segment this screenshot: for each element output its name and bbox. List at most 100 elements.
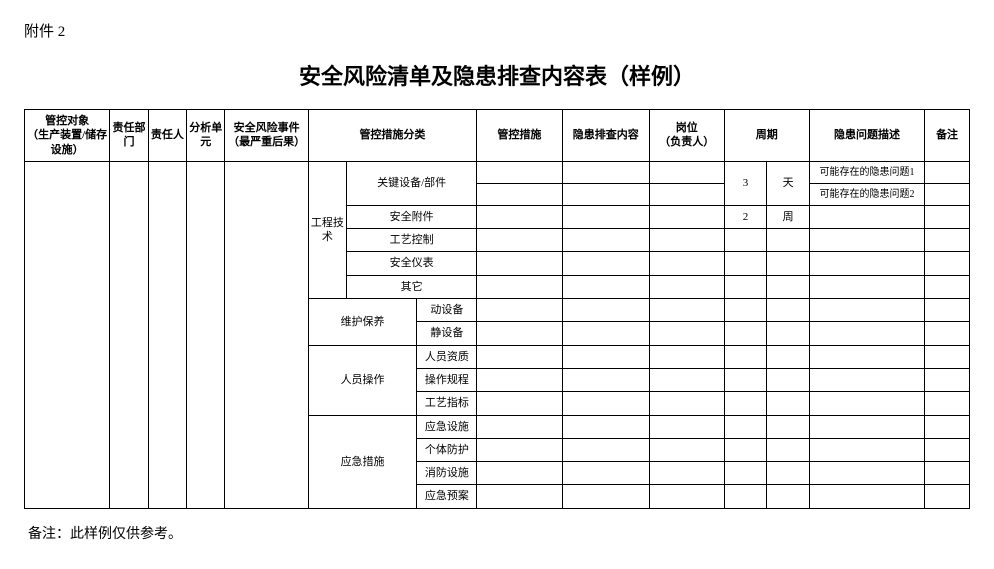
cell-issue1: 可能存在的隐患问题1 (809, 161, 924, 183)
cell (649, 485, 724, 508)
cell (477, 205, 562, 228)
cell (649, 392, 724, 415)
risk-table: 管控对象（生产装置/储存设施） 责任部门 责任人 分析单元 安全风险事件（最严重… (24, 109, 970, 509)
cell (767, 322, 810, 345)
th-dept: 责任部门 (110, 110, 148, 162)
cell (562, 322, 649, 345)
cell (477, 345, 562, 368)
cell (925, 322, 970, 345)
cell (767, 299, 810, 322)
cell-cat-maintenance: 维护保养 (308, 299, 417, 346)
cell-cat-engineering: 工程技术 (308, 161, 346, 298)
cell (809, 345, 924, 368)
cell (724, 229, 767, 252)
cell (562, 345, 649, 368)
cell (724, 299, 767, 322)
th-control-measure: 管控措施 (477, 110, 562, 162)
cell-cycle1-num: 3 (724, 161, 767, 205)
cell-sub-process-control: 工艺控制 (347, 229, 477, 252)
th-remark: 备注 (925, 110, 970, 162)
cell (925, 485, 970, 508)
cell (649, 438, 724, 461)
cell (649, 368, 724, 391)
cell (477, 462, 562, 485)
cell (767, 229, 810, 252)
cell (649, 161, 724, 183)
cell-sub-emergency-plan: 应急预案 (417, 485, 477, 508)
cell (649, 183, 724, 205)
cell (649, 205, 724, 228)
cell (724, 485, 767, 508)
cell (767, 275, 810, 298)
cell (562, 485, 649, 508)
cell (562, 275, 649, 298)
cell (649, 322, 724, 345)
cell (649, 462, 724, 485)
cell (925, 438, 970, 461)
cell (809, 485, 924, 508)
cell (562, 299, 649, 322)
cell (724, 275, 767, 298)
cell (724, 438, 767, 461)
th-risk-event: 安全风险事件（最严重后果） (225, 110, 308, 162)
cell (925, 299, 970, 322)
cell (649, 275, 724, 298)
cell (925, 392, 970, 415)
cell (477, 161, 562, 183)
cell (809, 252, 924, 275)
cell-cat-personnel: 人员操作 (308, 345, 417, 415)
cell (477, 229, 562, 252)
th-measure-class: 管控措施分类 (308, 110, 477, 162)
cell (925, 229, 970, 252)
cell (477, 392, 562, 415)
cell-sub-qualification: 人员资质 (417, 345, 477, 368)
cell-sub-emergency-facility: 应急设施 (417, 415, 477, 438)
cell (477, 438, 562, 461)
cell (809, 322, 924, 345)
cell-sub-safety-attach: 安全附件 (347, 205, 477, 228)
cell (649, 345, 724, 368)
cell-control-object (25, 161, 110, 508)
cell (562, 252, 649, 275)
cell-cycle2-num: 2 (724, 205, 767, 228)
cell-sub-fire-facility: 消防设施 (417, 462, 477, 485)
cell (562, 161, 649, 183)
cell (767, 415, 810, 438)
th-inspection-content: 隐患排查内容 (562, 110, 649, 162)
cell-sub-other: 其它 (347, 275, 477, 298)
cell (477, 368, 562, 391)
cell-sub-safety-instrument: 安全仪表 (347, 252, 477, 275)
cell (562, 415, 649, 438)
cell (562, 229, 649, 252)
cell (562, 438, 649, 461)
cell (809, 299, 924, 322)
cell (724, 392, 767, 415)
th-person: 责任人 (148, 110, 186, 162)
page-title: 安全风险清单及隐患排查内容表（样例） (24, 59, 970, 91)
cell (809, 438, 924, 461)
cell-sub-ppe: 个体防护 (417, 438, 477, 461)
cell (562, 183, 649, 205)
cell-sub-key-equip: 关键设备/部件 (347, 161, 477, 205)
cell-person (148, 161, 186, 508)
cell (724, 345, 767, 368)
cell (724, 368, 767, 391)
attachment-label: 附件 2 (24, 20, 970, 41)
cell (925, 462, 970, 485)
cell (925, 205, 970, 228)
cell (925, 345, 970, 368)
cell-cycle1-unit: 天 (767, 161, 810, 205)
cell-risk-event (225, 161, 308, 508)
th-cycle: 周期 (724, 110, 809, 162)
cell-dept (110, 161, 148, 508)
cell (809, 229, 924, 252)
cell (809, 462, 924, 485)
cell (925, 275, 970, 298)
cell (477, 485, 562, 508)
cell (809, 392, 924, 415)
cell (562, 205, 649, 228)
cell (767, 462, 810, 485)
cell (724, 322, 767, 345)
cell-unit (187, 161, 225, 508)
footnote: 备注：此样例仅供参考。 (24, 523, 970, 543)
